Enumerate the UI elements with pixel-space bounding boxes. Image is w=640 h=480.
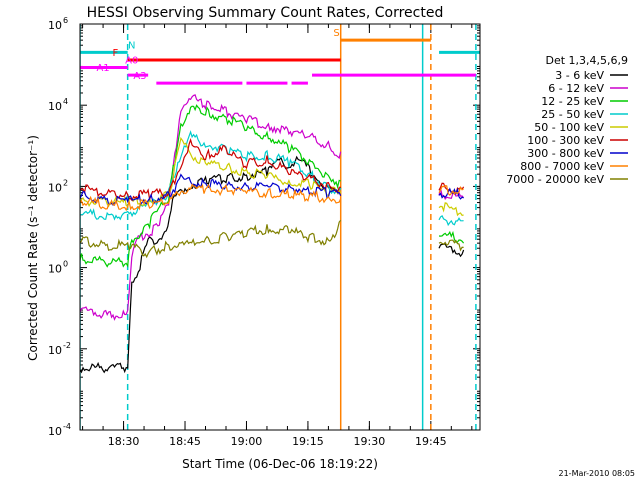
- state-label: F: [112, 48, 118, 59]
- series-line: [80, 130, 342, 221]
- series-line: [438, 188, 465, 200]
- x-tick-label: 19:00: [231, 435, 263, 448]
- series-line: [438, 184, 464, 196]
- series-line: [80, 137, 341, 202]
- series-line: [438, 230, 465, 244]
- legend-label: 12 - 25 keV: [541, 95, 604, 108]
- y-tick-label-exponent: 2: [63, 178, 68, 187]
- x-tick-label: 18:30: [108, 435, 140, 448]
- plot-content: [80, 24, 477, 430]
- y-tick-label-exponent: -4: [63, 422, 71, 431]
- series-line: [80, 136, 342, 208]
- state-label: A0: [125, 55, 138, 66]
- x-tick-label: 19:30: [354, 435, 386, 448]
- y-tick-label: 10: [48, 181, 62, 194]
- y-tick-label-exponent: 6: [63, 16, 68, 25]
- legend-label: 25 - 50 keV: [541, 108, 604, 121]
- y-tick-label: 10: [48, 344, 62, 357]
- state-label: A3: [133, 71, 146, 82]
- y-tick-label: 10: [48, 425, 62, 438]
- x-tick-label: 19:45: [415, 435, 447, 448]
- footer-date: 21-Mar-2010 08:05: [559, 469, 636, 478]
- series-line: [438, 215, 464, 227]
- chart-title: HESSI Observing Summary Count Rates, Cor…: [87, 5, 444, 21]
- series-line: [80, 183, 342, 212]
- y-tick-label: 10: [48, 263, 62, 276]
- legend-label: 800 - 7000 keV: [520, 160, 604, 173]
- legend-label: 100 - 300 keV: [527, 134, 604, 147]
- x-tick-label: 18:45: [169, 435, 201, 448]
- y-tick-label: 10: [48, 19, 62, 32]
- x-axis-label: Start Time (06-Dec-06 18:19:22): [182, 457, 378, 471]
- state-label: S: [333, 28, 339, 39]
- series-line: [80, 94, 342, 321]
- series-line: [80, 173, 342, 207]
- legend-label: 6 - 12 keV: [548, 82, 604, 95]
- series-line: [80, 219, 342, 259]
- y-tick-label-exponent: 0: [63, 260, 68, 269]
- series-line: [438, 239, 464, 252]
- series-line: [80, 155, 342, 374]
- y-axis-label: Corrected Count Rate (s⁻¹ detector⁻¹): [26, 135, 40, 361]
- y-tick-label: 10: [48, 100, 62, 113]
- series-line: [80, 104, 341, 268]
- state-label: A1: [96, 63, 109, 74]
- legend-label: 50 - 100 keV: [534, 121, 604, 134]
- x-tick-label: 19:15: [292, 435, 324, 448]
- legend-label: 3 - 6 keV: [555, 69, 604, 82]
- legend-title: Det 1,3,4,5,6,9: [545, 54, 628, 67]
- y-tick-label-exponent: 4: [63, 97, 68, 106]
- legend-label: 300 - 800 keV: [527, 147, 604, 160]
- state-label: N: [128, 40, 135, 51]
- y-tick-label-exponent: -2: [63, 341, 71, 350]
- legend-label: 7000 - 20000 keV: [506, 173, 604, 186]
- series-line: [438, 202, 464, 217]
- plot-frame: [79, 23, 481, 431]
